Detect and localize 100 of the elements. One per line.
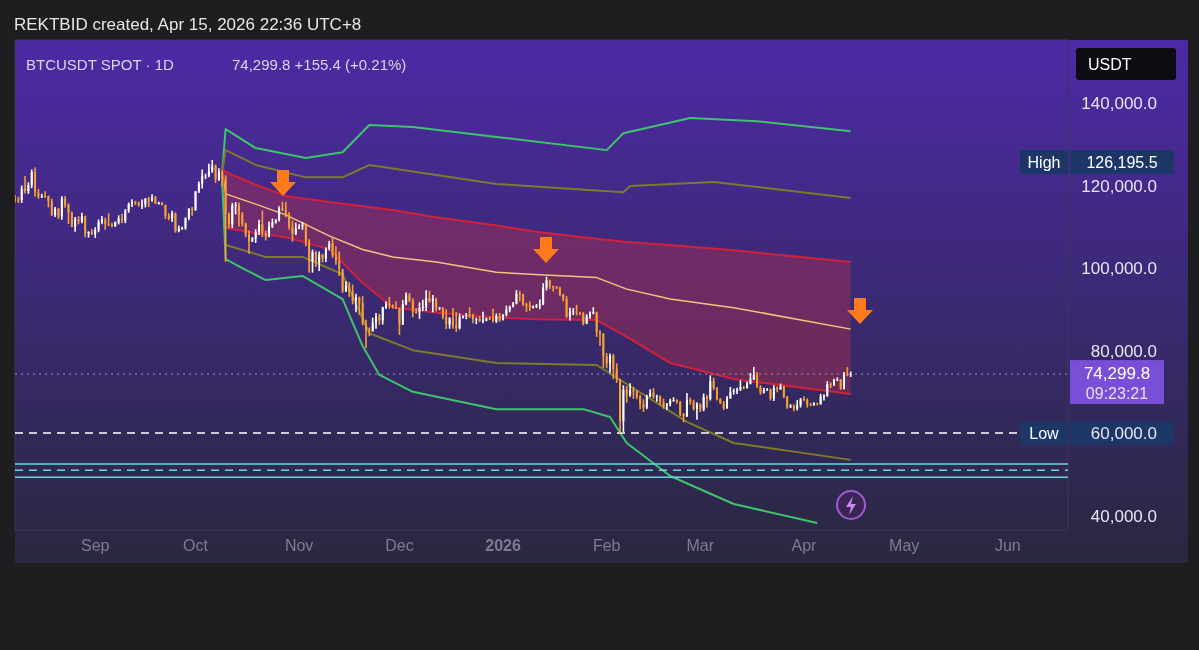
candlestick: [839, 378, 842, 391]
x-tick-label: Nov: [284, 537, 314, 554]
x-tick-label: Feb: [592, 537, 621, 554]
candlestick: [689, 396, 692, 406]
candlestick: [528, 300, 531, 312]
candlestick: [806, 397, 809, 409]
candlestick: [582, 311, 585, 327]
y-tick-label: 80,000.0: [1090, 341, 1157, 361]
candlestick: [692, 398, 695, 412]
x-tick-label: Mar: [686, 537, 715, 554]
candlestick: [709, 374, 712, 402]
candlestick: [281, 200, 284, 212]
candlestick: [695, 401, 698, 421]
candlestick: [60, 195, 63, 221]
candlestick: [114, 220, 117, 228]
candlestick: [124, 208, 127, 224]
candlestick: [846, 366, 849, 377]
candlestick: [592, 306, 595, 316]
candlestick: [174, 211, 177, 234]
candlestick: [742, 385, 745, 391]
candlestick: [448, 316, 451, 330]
candlestick: [458, 312, 461, 331]
candlestick: [261, 209, 264, 238]
candlestick: [605, 352, 608, 370]
candlestick: [378, 313, 381, 326]
y-tick-label: 100,000.0: [1081, 259, 1157, 279]
candlestick: [127, 201, 130, 214]
text: 09:23:21: [1085, 385, 1149, 403]
candlestick: [542, 282, 545, 307]
candlestick: [77, 215, 80, 226]
candlestick: [97, 218, 100, 234]
text: BTCUSDT SPOT · 1D: [26, 56, 174, 73]
candlestick: [545, 275, 548, 292]
candlestick: [565, 295, 568, 319]
y-tick-label: 40,000.0: [1090, 506, 1157, 526]
candlestick: [702, 392, 705, 413]
candlestick: [94, 226, 97, 239]
candlestick: [498, 312, 501, 323]
candlestick: [231, 202, 234, 229]
candlestick: [478, 315, 481, 323]
candlestick: [157, 200, 160, 206]
candlestick: [796, 399, 799, 412]
text: 126,195.5: [1086, 154, 1158, 171]
candlestick: [445, 308, 448, 330]
candlestick: [358, 295, 361, 316]
candlestick: [662, 397, 665, 410]
y-tick-label: 60,000.0: [1090, 424, 1157, 444]
candlestick: [625, 385, 628, 404]
candlestick: [575, 304, 578, 317]
candlestick: [44, 190, 47, 199]
candlestick: [685, 392, 688, 418]
candlestick: [535, 303, 538, 309]
candlestick: [214, 163, 217, 184]
y-axis-title: USDT: [1088, 56, 1132, 73]
candlestick: [221, 169, 224, 188]
candlestick: [27, 181, 30, 195]
candlestick: [739, 379, 742, 392]
candlestick: [201, 168, 204, 190]
candlestick: [655, 393, 658, 403]
candlestick: [642, 398, 645, 413]
candlestick: [609, 352, 612, 374]
candlestick: [776, 385, 779, 394]
candlestick: [211, 159, 214, 174]
candlestick: [612, 353, 615, 380]
candlestick: [371, 316, 374, 333]
candlestick: [699, 402, 702, 413]
candlestick: [24, 175, 27, 195]
candlestick: [829, 381, 832, 389]
candlestick: [354, 292, 357, 314]
candlestick: [388, 296, 391, 310]
candlestick: [508, 304, 511, 314]
candlestick: [100, 215, 103, 226]
candlestick: [144, 197, 147, 209]
candlestick: [167, 212, 170, 222]
candlestick: [819, 393, 822, 406]
candlestick: [411, 297, 414, 318]
candlestick: [722, 400, 725, 411]
candlestick: [348, 281, 351, 298]
candlestick: [321, 253, 324, 264]
candlestick: [40, 193, 43, 199]
candlestick: [849, 370, 852, 378]
candlestick: [34, 166, 37, 198]
candlestick: [779, 382, 782, 391]
candlestick: [438, 306, 441, 311]
candlestick: [505, 304, 508, 318]
line-series: [221, 168, 852, 263]
candlestick: [475, 316, 478, 325]
y-tick-label: 120,000.0: [1081, 176, 1157, 196]
ref-line-label: Low: [1029, 425, 1060, 443]
candlestick: [104, 216, 107, 231]
x-tick-label: Dec: [385, 537, 414, 554]
candlestick: [465, 312, 468, 321]
candlestick: [341, 268, 344, 294]
candlestick: [485, 316, 488, 323]
candlestick: [515, 289, 518, 306]
candlestick: [338, 250, 341, 277]
candlestick: [431, 294, 434, 314]
candlestick: [50, 198, 53, 217]
candlestick: [224, 174, 227, 263]
candlestick: [120, 212, 123, 224]
